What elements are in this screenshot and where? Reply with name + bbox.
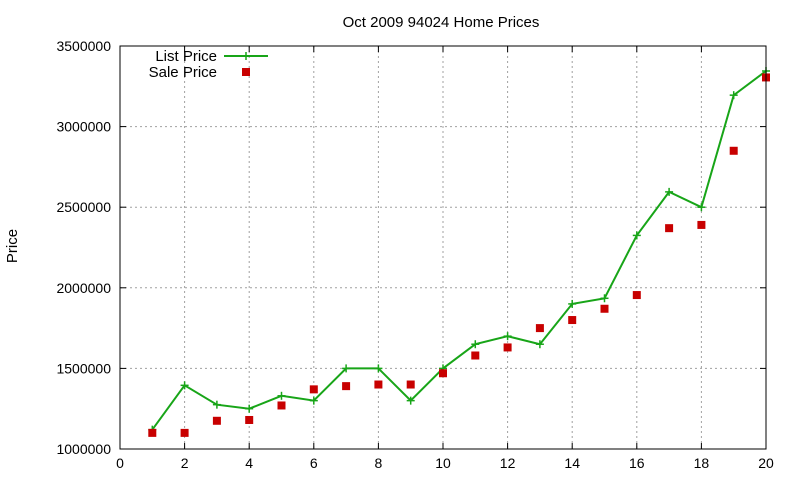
sale-price-point bbox=[212, 416, 221, 425]
sale-price-point bbox=[277, 401, 286, 410]
sale-price-point bbox=[374, 380, 383, 389]
sale-price-point bbox=[729, 146, 738, 155]
x-tick-label: 6 bbox=[310, 455, 318, 471]
list-price-point bbox=[180, 381, 189, 390]
y-tick-label: 3500000 bbox=[56, 38, 111, 54]
sale-price-point bbox=[632, 291, 641, 300]
sale-price-point bbox=[600, 304, 609, 313]
list-price-point bbox=[277, 391, 286, 400]
sale-price-point bbox=[245, 415, 254, 424]
list-price-point bbox=[503, 332, 512, 341]
x-tick-label: 18 bbox=[694, 455, 710, 471]
sale-price-point bbox=[697, 220, 706, 229]
sale-price-point bbox=[342, 382, 351, 391]
list-price-point bbox=[697, 203, 706, 212]
legend-label-sale-price: Sale Price bbox=[149, 64, 217, 81]
x-tick-label: 14 bbox=[564, 455, 580, 471]
sale-price-point bbox=[503, 343, 512, 352]
y-tick-label: 2500000 bbox=[56, 199, 111, 215]
x-tick-label: 8 bbox=[375, 455, 383, 471]
list-price-point bbox=[342, 364, 351, 373]
sale-price-point bbox=[568, 316, 577, 325]
x-tick-label: 4 bbox=[245, 455, 253, 471]
y-axis-tick-labels: 1000000 1500000 2000000 2500000 3000000 35000… bbox=[56, 38, 111, 457]
axis-ticks bbox=[119, 45, 767, 450]
sale-price-point bbox=[471, 351, 480, 360]
legend-marker-list-price bbox=[242, 52, 250, 60]
sale-price-point bbox=[406, 380, 415, 389]
sale-price-point bbox=[309, 385, 318, 394]
list-price-point bbox=[665, 187, 674, 196]
series-list-price bbox=[148, 66, 770, 434]
x-tick-label: 0 bbox=[116, 455, 124, 471]
list-price-point bbox=[729, 91, 738, 100]
legend-marker-sale-price bbox=[242, 68, 250, 76]
x-tick-label: 12 bbox=[500, 455, 516, 471]
y-tick-label: 2000000 bbox=[56, 280, 111, 296]
list-price-point bbox=[212, 400, 221, 409]
legend: List Price Sale Price bbox=[149, 48, 268, 81]
legend-label-list-price: List Price bbox=[155, 48, 217, 65]
y-axis-title: Price bbox=[4, 229, 21, 263]
sale-price-point bbox=[148, 428, 157, 437]
x-tick-label: 10 bbox=[435, 455, 451, 471]
list-price-point bbox=[245, 404, 254, 413]
data-series bbox=[148, 66, 770, 437]
y-tick-label: 3000000 bbox=[56, 119, 111, 135]
sale-price-point bbox=[439, 369, 447, 378]
x-tick-label: 20 bbox=[758, 455, 774, 471]
sale-price-point bbox=[180, 428, 189, 437]
list-price-line bbox=[151, 70, 767, 431]
plot-frame bbox=[119, 45, 767, 450]
list-price-point bbox=[406, 396, 415, 405]
list-price-point bbox=[568, 299, 577, 308]
list-price-point bbox=[632, 231, 641, 240]
list-price-point bbox=[600, 294, 609, 303]
list-price-point bbox=[309, 396, 318, 405]
list-price-point bbox=[471, 340, 480, 349]
chart-title: Oct 2009 94024 Home Prices bbox=[343, 14, 540, 31]
x-tick-label: 2 bbox=[181, 455, 189, 471]
legend-swatch-list-price bbox=[224, 52, 268, 60]
x-axis-tick-labels: 0 2 4 6 8 10 12 14 16 18 20 bbox=[116, 455, 774, 471]
x-tick-label: 16 bbox=[629, 455, 645, 471]
list-price-point bbox=[374, 364, 383, 373]
y-tick-label: 1500000 bbox=[56, 360, 111, 376]
y-tick-label: 1000000 bbox=[56, 441, 111, 457]
legend-swatch-sale-price bbox=[242, 68, 250, 76]
sale-price-point bbox=[535, 324, 544, 333]
sale-price-point bbox=[665, 224, 674, 233]
list-price-point bbox=[535, 340, 544, 349]
